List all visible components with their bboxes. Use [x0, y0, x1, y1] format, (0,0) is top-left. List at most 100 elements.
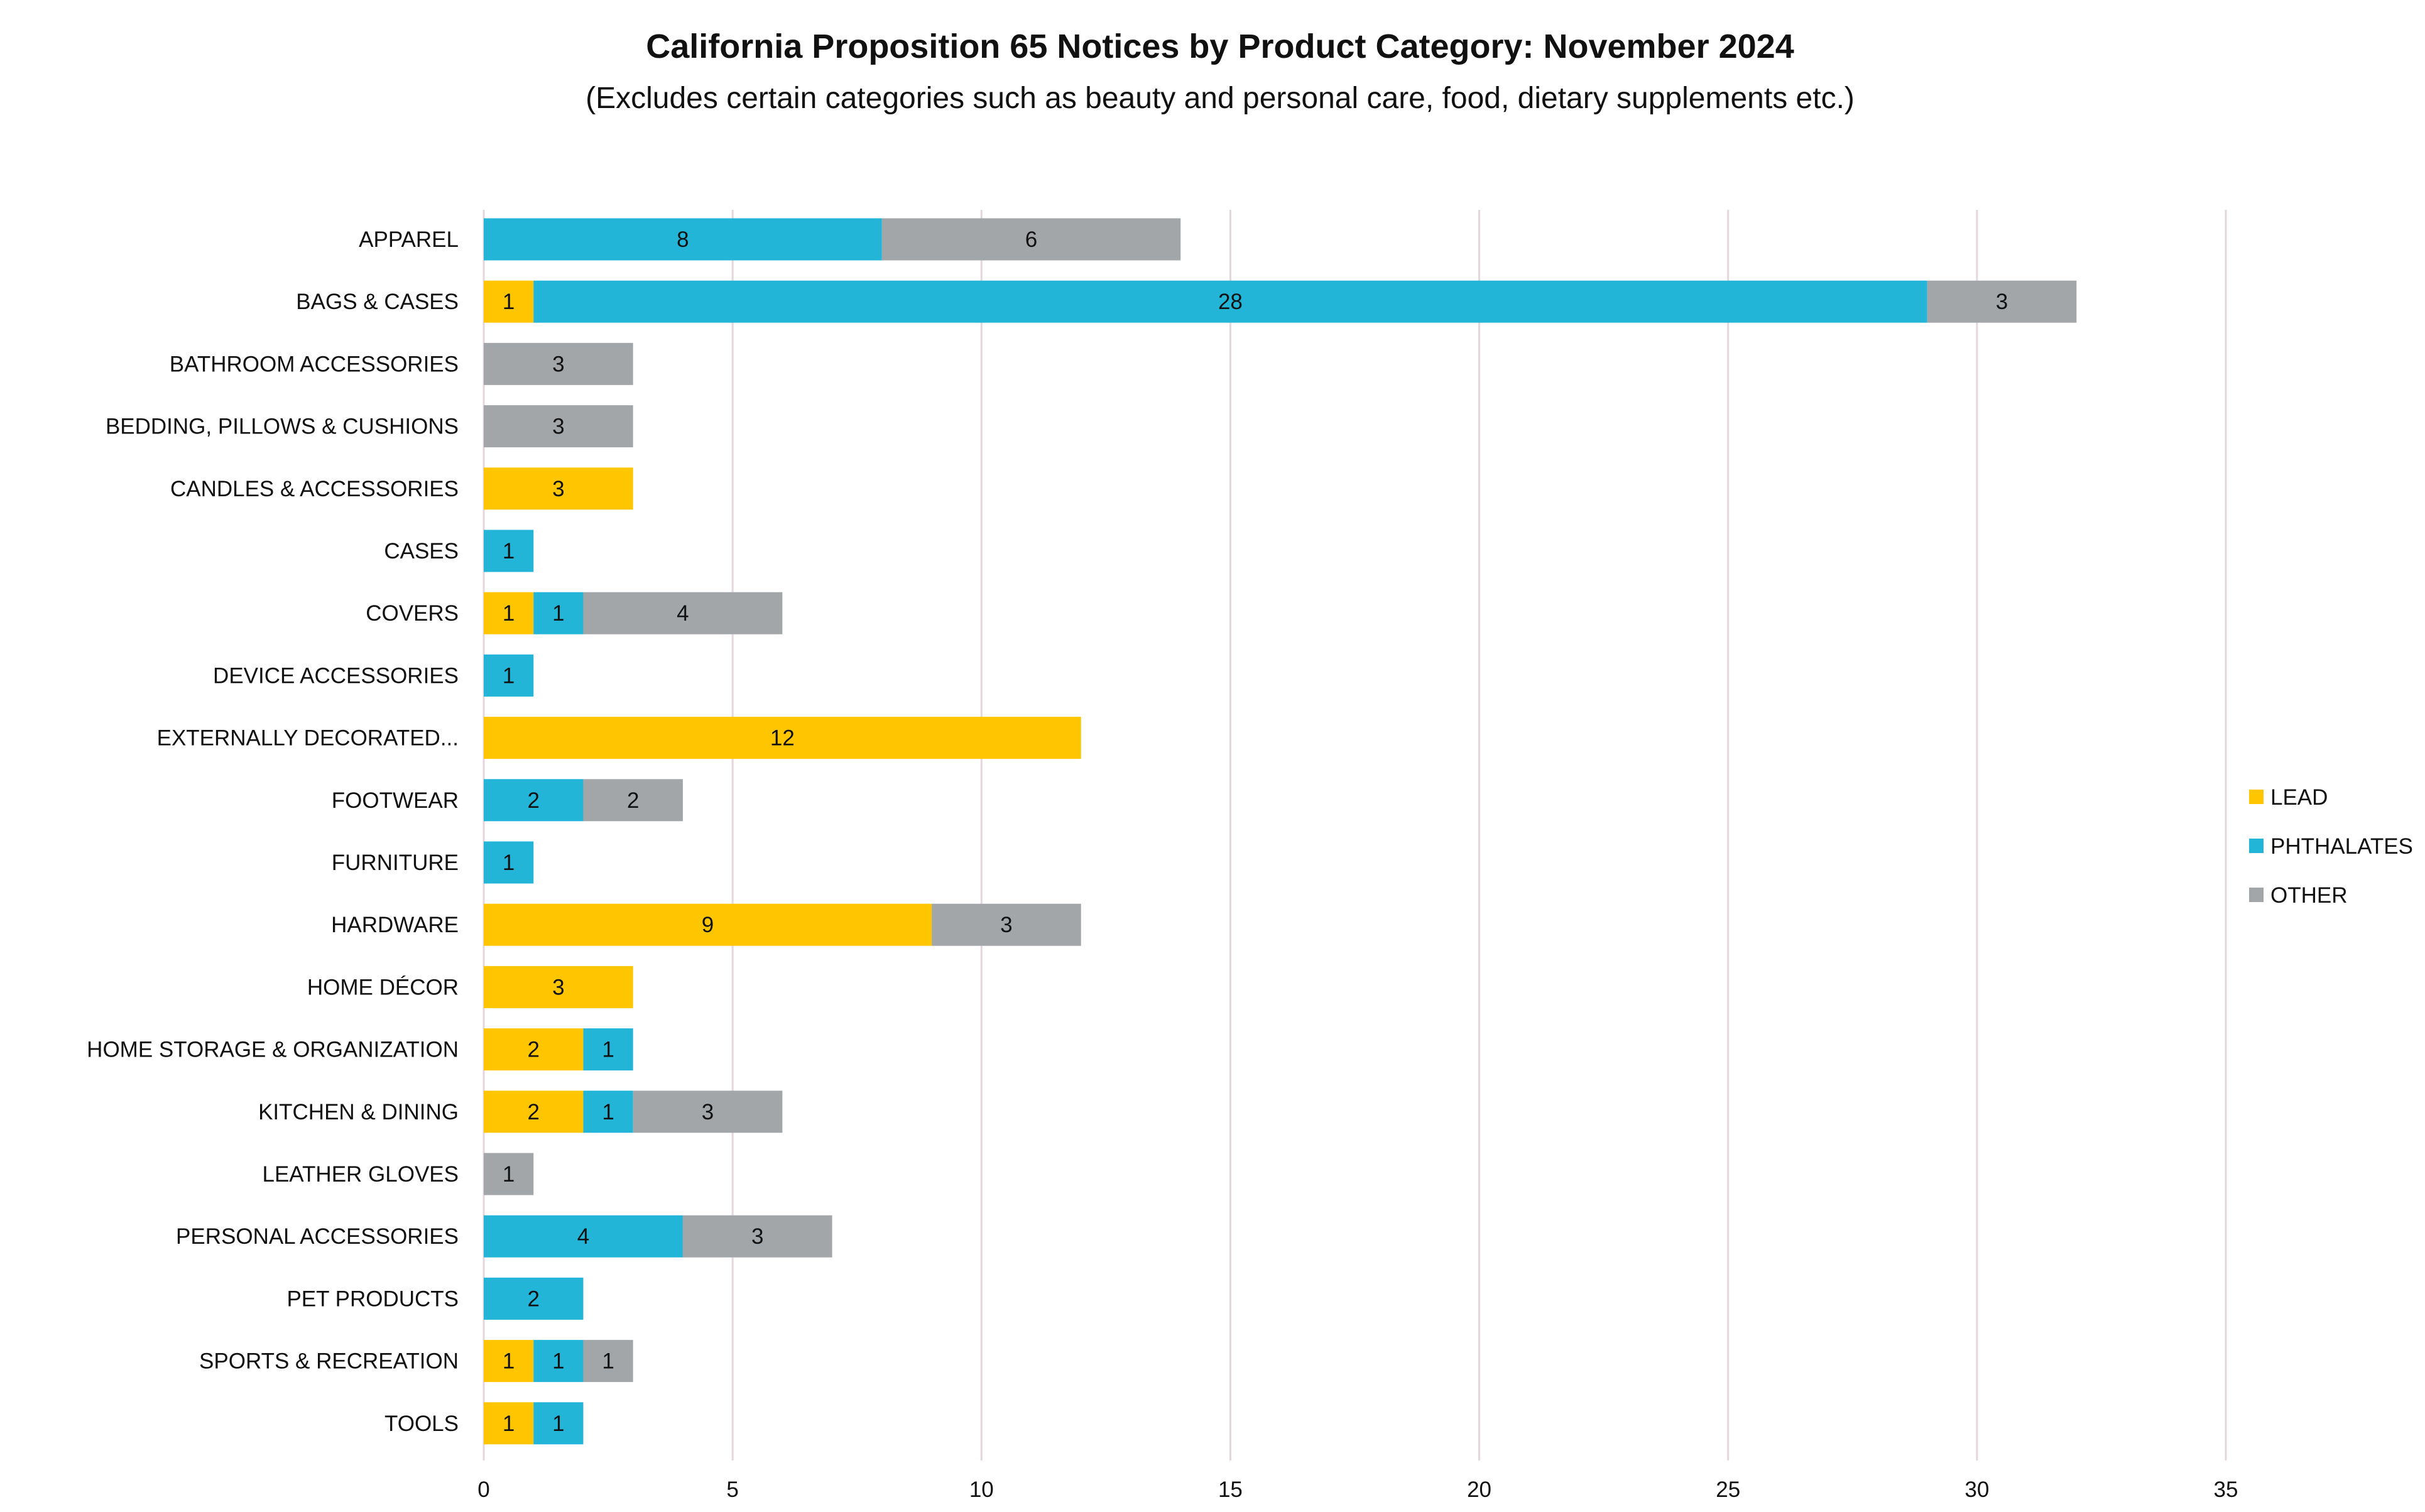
data-label: 3	[702, 1100, 714, 1124]
category-label: HOME STORAGE & ORGANIZATION	[87, 1038, 459, 1062]
x-tick-label: 5	[726, 1477, 738, 1502]
data-label: 3	[552, 975, 564, 999]
data-label: 3	[552, 415, 564, 439]
chart-title: California Proposition 65 Notices by Pro…	[646, 28, 1794, 65]
bar-segment-phthalates	[533, 280, 1927, 323]
bar-segment-lead	[484, 1340, 534, 1383]
bar-segment-lead	[484, 1090, 584, 1133]
data-label: 3	[751, 1224, 763, 1249]
bar-segment-phthalates	[583, 1090, 633, 1133]
data-label: 1	[503, 851, 515, 875]
data-label: 2	[527, 1286, 539, 1311]
legend-swatch-phthalates	[2249, 839, 2264, 853]
data-label: 8	[677, 227, 689, 252]
x-tick-label: 0	[477, 1477, 489, 1502]
data-label: 2	[527, 1038, 539, 1062]
gridlines	[482, 210, 2227, 1460]
data-label: 1	[552, 601, 564, 626]
bar-segment-other	[881, 218, 1181, 261]
bar-segment-phthalates	[484, 1277, 584, 1320]
bar-segment-lead	[484, 592, 534, 634]
bar-segment-phthalates	[484, 779, 584, 822]
bar-segment-other	[682, 1215, 832, 1258]
bar-segment-other	[583, 592, 783, 634]
category-label: CASES	[384, 539, 459, 563]
bar-segment-phthalates	[484, 841, 534, 884]
bar-segment-other	[484, 342, 633, 385]
category-label: TOOLS	[384, 1411, 459, 1436]
data-label: 3	[1996, 290, 2008, 314]
legend: LEAD PHTHALATES OTHER	[2249, 785, 2413, 908]
bar-segment-other	[484, 1153, 534, 1195]
x-tick-labels: 0 5 10 15 20 25 30 35	[477, 1477, 2238, 1502]
legend-swatch-other	[2249, 888, 2264, 902]
category-label: HOME DÉCOR	[307, 975, 459, 999]
data-label: 4	[677, 601, 689, 626]
bar-segment-lead	[484, 965, 633, 1008]
category-label: DEVICE ACCESSORIES	[213, 663, 459, 688]
category-label: CANDLES & ACCESSORIES	[170, 477, 459, 501]
data-label: 1	[503, 539, 515, 563]
chart-subtitle: (Excludes certain categories such as bea…	[586, 82, 1855, 115]
bar-segment-phthalates	[583, 1028, 633, 1071]
category-label: BAGS & CASES	[296, 290, 459, 314]
bar-segment-other	[583, 1340, 633, 1383]
data-label: 2	[527, 1100, 539, 1124]
data-label: 1	[503, 290, 515, 314]
legend-swatch-lead	[2249, 790, 2264, 804]
bar-segment-lead	[484, 717, 1081, 759]
bar-segment-lead	[484, 467, 633, 510]
x-tick-label: 15	[1218, 1477, 1243, 1502]
data-label: 9	[702, 913, 714, 937]
category-label: EXTERNALLY DECORATED...	[157, 726, 459, 751]
bar-segment-lead	[484, 1402, 534, 1445]
category-label: SPORTS & RECREATION	[199, 1349, 459, 1374]
category-label: COVERS	[366, 601, 459, 626]
bar-segment-phthalates	[484, 1215, 683, 1258]
bar-segment-lead	[484, 903, 932, 946]
category-label: FOOTWEAR	[332, 788, 459, 813]
bar-segment-phthalates	[533, 592, 584, 634]
bar-segment-lead	[484, 280, 534, 323]
bar-segment-phthalates	[533, 1402, 584, 1445]
data-label: 1	[602, 1100, 614, 1124]
data-label: 2	[627, 788, 639, 813]
bar-segment-phthalates	[484, 654, 534, 697]
bar-segment-other	[633, 1090, 783, 1133]
legend-label: PHTHALATES	[2270, 834, 2413, 859]
bar-segment-lead	[484, 1028, 584, 1071]
bar-segment-other	[484, 405, 633, 448]
bar-segment-phthalates	[533, 1340, 584, 1383]
category-label: PET PRODUCTS	[286, 1286, 459, 1311]
bar-segment-phthalates	[484, 218, 882, 261]
data-label: 1	[503, 663, 515, 688]
category-label: FURNITURE	[332, 851, 459, 875]
data-label: 1	[503, 1349, 515, 1374]
category-label: BATHROOM ACCESSORIES	[170, 352, 459, 376]
category-label: APPAREL	[359, 227, 459, 252]
data-label: 1	[503, 601, 515, 626]
x-tick-label: 10	[969, 1477, 994, 1502]
data-label: 1	[602, 1038, 614, 1062]
data-label: 1	[552, 1411, 564, 1436]
data-label: 3	[552, 352, 564, 376]
data-label: 6	[1025, 227, 1037, 252]
data-label: 1	[602, 1349, 614, 1374]
category-label: BEDDING, PILLOWS & CUSHIONS	[106, 415, 459, 439]
category-label: PERSONAL ACCESSORIES	[176, 1224, 459, 1249]
category-label: LEATHER GLOVES	[262, 1162, 459, 1187]
legend-label: LEAD	[2270, 785, 2328, 810]
x-tick-label: 20	[1467, 1477, 1491, 1502]
category-labels: APPAREL BAGS & CASES BATHROOM ACCESSORIES B…	[87, 227, 459, 1436]
category-label: HARDWARE	[331, 913, 459, 937]
x-tick-label: 30	[1965, 1477, 1989, 1502]
data-label: 12	[770, 726, 795, 751]
data-label: 28	[1218, 290, 1243, 314]
legend-label: OTHER	[2270, 883, 2348, 908]
data-label: 1	[503, 1411, 515, 1436]
category-label: KITCHEN & DINING	[258, 1100, 459, 1124]
x-tick-label: 35	[2214, 1477, 2238, 1502]
x-tick-label: 25	[1716, 1477, 1740, 1502]
